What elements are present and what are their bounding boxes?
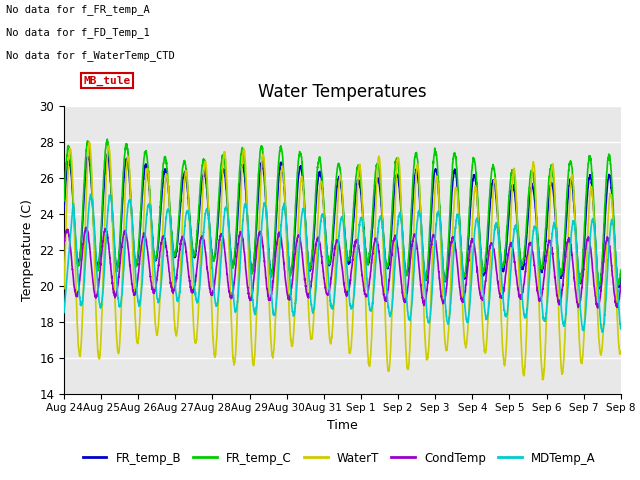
WaterT (298, 174, 306, 180)
Text: No data for f_WaterTemp_CTD: No data for f_WaterTemp_CTD (6, 50, 175, 61)
FR_temp_C (60, 198, 68, 204)
Legend: FR_temp_B, FR_temp_C, WaterT, CondTemp, MDTemp_A: FR_temp_B, FR_temp_C, WaterT, CondTemp, … (78, 447, 600, 469)
CondTemp (83, 225, 90, 230)
FR_temp_C (274, 173, 282, 179)
Y-axis label: Temperature (C): Temperature (C) (20, 199, 34, 300)
FR_temp_C (595, 284, 603, 289)
Line: CondTemp: CondTemp (64, 228, 621, 308)
MDTemp_A (617, 326, 625, 332)
CondTemp (157, 242, 164, 248)
FR_temp_B (617, 274, 625, 280)
Text: MB_tule: MB_tule (83, 75, 131, 86)
Line: FR_temp_B: FR_temp_B (64, 154, 621, 288)
Line: WaterT: WaterT (64, 142, 621, 380)
CondTemp (594, 305, 602, 311)
FR_temp_B (104, 151, 111, 157)
CondTemp (60, 240, 68, 246)
FR_temp_B (60, 207, 68, 213)
FR_temp_C (617, 267, 625, 273)
MDTemp_A (60, 310, 68, 315)
WaterT (85, 139, 93, 145)
Title: Water Temperatures: Water Temperatures (258, 83, 427, 101)
Line: MDTemp_A: MDTemp_A (64, 194, 621, 332)
MDTemp_A (546, 258, 554, 264)
FR_temp_B (546, 185, 554, 191)
WaterT (539, 377, 547, 383)
MDTemp_A (124, 205, 132, 211)
WaterT (547, 190, 554, 196)
CondTemp (274, 235, 282, 241)
CondTemp (298, 249, 306, 254)
WaterT (274, 251, 282, 257)
WaterT (124, 155, 132, 160)
WaterT (606, 192, 614, 197)
Line: FR_temp_C: FR_temp_C (64, 139, 621, 287)
MDTemp_A (598, 329, 606, 335)
Text: No data for f_FR_temp_A: No data for f_FR_temp_A (6, 4, 150, 15)
FR_temp_C (157, 199, 164, 204)
FR_temp_B (606, 175, 614, 180)
FR_temp_C (606, 158, 614, 164)
CondTemp (124, 241, 132, 247)
FR_temp_C (546, 167, 554, 172)
X-axis label: Time: Time (327, 419, 358, 432)
FR_temp_C (298, 160, 306, 166)
MDTemp_A (86, 192, 94, 197)
CondTemp (617, 283, 625, 288)
FR_temp_B (274, 193, 282, 199)
CondTemp (606, 248, 614, 254)
MDTemp_A (274, 281, 282, 287)
FR_temp_B (124, 159, 132, 165)
FR_temp_C (104, 136, 111, 142)
CondTemp (546, 239, 554, 244)
MDTemp_A (298, 212, 306, 217)
FR_temp_B (596, 286, 604, 291)
MDTemp_A (157, 287, 164, 292)
FR_temp_B (157, 207, 164, 213)
Text: No data for f_FD_Temp_1: No data for f_FD_Temp_1 (6, 27, 150, 38)
FR_temp_B (298, 170, 306, 176)
WaterT (617, 348, 625, 354)
WaterT (60, 286, 68, 291)
MDTemp_A (606, 228, 614, 234)
WaterT (157, 277, 164, 283)
FR_temp_C (124, 146, 132, 152)
